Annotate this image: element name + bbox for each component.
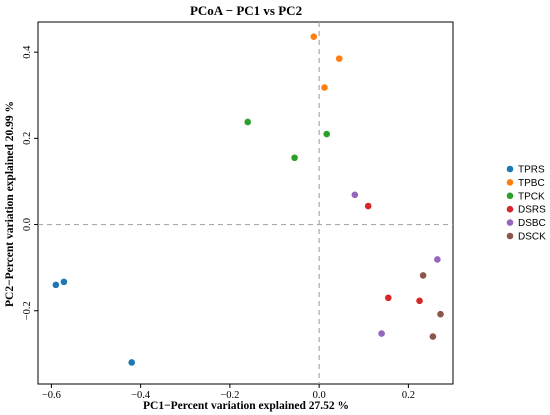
point-dsck	[437, 310, 444, 318]
point-dsbc	[351, 191, 359, 199]
chart-title: PCoA − PC1 vs PC2	[190, 3, 302, 18]
legend-marker-dsck	[506, 232, 514, 240]
legend-marker-dsrs	[506, 205, 514, 213]
point-tpbc	[310, 33, 318, 40]
legend-label-dsck: DSCK	[518, 232, 546, 243]
point-tpck	[323, 130, 331, 138]
legend-marker-tpck	[506, 192, 514, 200]
x-axis-label: PC1−Percent variation explained 27.52 %	[143, 400, 349, 412]
point-tprs	[128, 359, 136, 366]
x-tick-label: −0.6	[42, 390, 61, 401]
point-tpbc	[321, 84, 328, 91]
point-tpck	[244, 118, 252, 126]
legend-label-tpck: TPCK	[518, 191, 545, 202]
point-tpbc	[335, 55, 343, 62]
x-tick-label: 0.0	[313, 390, 326, 401]
point-dsbc	[434, 256, 441, 263]
point-dsrs	[416, 297, 423, 305]
data-points	[52, 33, 444, 366]
legend-label-dsrs: DSRS	[518, 205, 546, 216]
plot-frame	[37, 21, 454, 385]
legend-marker-tpbc	[506, 179, 514, 186]
y-tick-label: 0.0	[22, 218, 33, 231]
legend-label-dsbc: DSBC	[518, 218, 546, 229]
legend-marker-dsbc	[506, 219, 514, 226]
legend-label-tprs: TPRS	[518, 165, 545, 176]
x-axis-ticks: −0.6 −0.4 −0.2 0.0 0.2	[42, 384, 415, 401]
y-tick-label: −0.2	[22, 301, 33, 320]
point-dsck	[429, 333, 437, 340]
y-axis-label: PC2−Percent variation explained 20.99 %	[4, 101, 16, 307]
point-tprs	[52, 281, 60, 289]
reference-lines	[38, 22, 453, 384]
point-tprs	[60, 278, 68, 286]
point-dsck	[419, 272, 427, 279]
x-tick-label: −0.2	[220, 390, 239, 401]
point-dsrs	[364, 202, 372, 210]
x-tick-label: 0.2	[402, 390, 415, 401]
point-dsrs	[384, 294, 392, 302]
y-tick-label: 0.4	[22, 45, 33, 59]
y-tick-label: 0.2	[22, 132, 33, 145]
legend: TPRS TPBC TPCK DSRS DSBC DSCK	[506, 165, 546, 243]
legend-label-tpbc: TPBC	[518, 178, 545, 189]
point-tpck	[291, 154, 298, 162]
point-dsbc	[378, 330, 385, 337]
legend-marker-tprs	[506, 165, 514, 173]
x-tick-label: −0.4	[131, 390, 151, 401]
y-axis-ticks: −0.2 0.0 0.2 0.4	[22, 45, 38, 320]
